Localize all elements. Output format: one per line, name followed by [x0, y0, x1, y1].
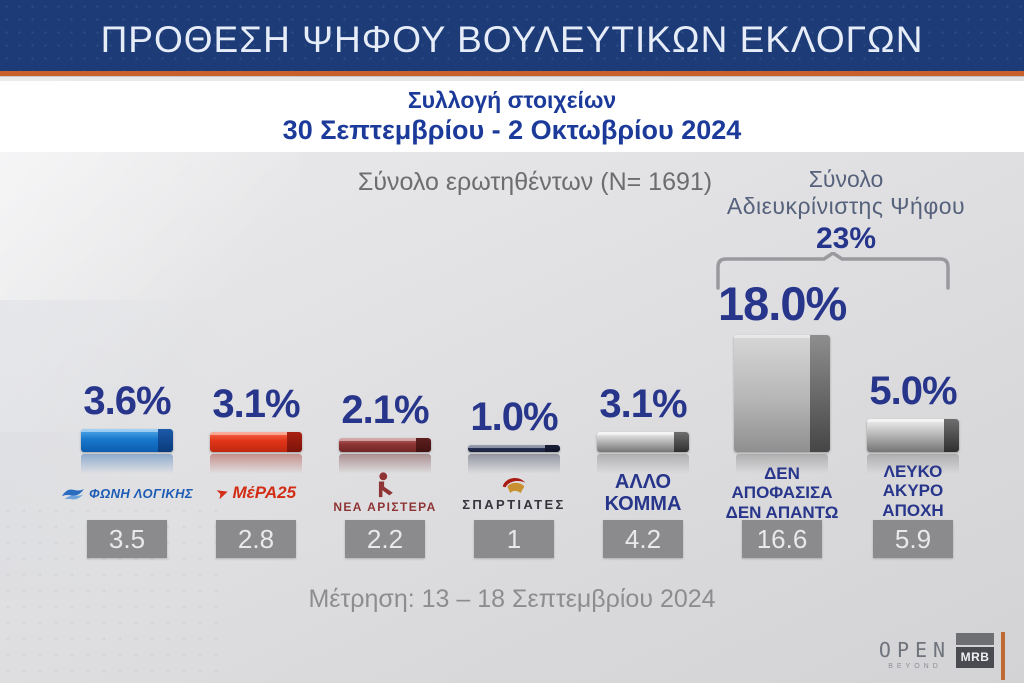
- previous-value-box: 3.5: [87, 520, 167, 558]
- party-label-blank-abstain: ΛΕΥΚΟ ΑΚΥΡΟ ΑΠΟΧΗ: [849, 460, 977, 522]
- subtitle-line2: 30 Σεπτεμβρίου - 2 Οκτωβρίου 2024: [282, 115, 742, 145]
- previous-value-box: 2.2: [345, 520, 425, 558]
- previous-value-box: 16.6: [742, 520, 822, 558]
- mera25-arrow-icon: ➤: [213, 483, 231, 504]
- label-line2: ΔΕΝ ΑΠΑΝΤΩ: [725, 502, 839, 522]
- undecided-label-line1: Σύνολο: [808, 166, 884, 192]
- bar-reflection: [597, 454, 689, 476]
- subtitle-line1: Συλλογή στοιχείων: [407, 87, 617, 113]
- pct-label: 2.1%: [341, 388, 429, 432]
- party-logo-mera25: ➤ ΜέΡΑ25: [192, 468, 320, 518]
- party-logo-nea-aristera: ΝΕΑ ΑΡΙΣΤΕΡΑ: [321, 468, 449, 518]
- party-label-undecided: ΔΕΝ ΑΠΟΦΑΣΙΣΑ ΔΕΝ ΑΠΑΝΤΩ: [718, 464, 846, 521]
- mrb-logo: MRB: [956, 633, 994, 668]
- party-logo-spartiates: ΣΠΑΡΤΙΑΤΕΣ: [450, 468, 578, 518]
- previous-value-box: 5.9: [873, 520, 953, 558]
- pct-label: 3.1%: [599, 382, 687, 426]
- open-logo-subtext: BEYOND: [888, 663, 942, 670]
- party-column-mera25: 3.1% ➤ ΜέΡΑ25 2.8: [192, 160, 320, 560]
- previous-value-box: 1: [474, 520, 554, 558]
- party-name: ΦΩΝΗ ΛΟΓΙΚΗΣ: [88, 485, 194, 501]
- party-name: ΑΛΛΟ ΚΟΜΜΑ: [604, 470, 682, 515]
- header-banner: ΠΡΟΘΕΣΗ ΨΗΦΟΥ ΒΟΥΛΕΥΤΙΚΩΝ ΕΚΛΟΓΩΝ: [0, 0, 1024, 76]
- bar-undecided: [734, 335, 830, 452]
- bar-reflection: [867, 454, 959, 476]
- pct-label: 1.0%: [470, 395, 558, 439]
- foni-logikis-swirl-icon: [61, 488, 85, 499]
- open-tv-logo: OPEN BEYOND: [872, 638, 958, 670]
- undecided-total-value: 23%: [815, 222, 877, 255]
- label-line2: ΑΚΥΡΟ: [882, 481, 944, 501]
- bar-reflection: [339, 454, 431, 476]
- previous-measurement-note: Μέτρηση: 13 – 18 Σεπτεμβρίου 2024: [308, 585, 716, 613]
- bar-reflection: [736, 454, 828, 476]
- bar-nea-aristera: [339, 438, 431, 452]
- party-column-undecided: 18.0% ΔΕΝ ΑΠΟΦΑΣΙΣΑ ΔΕΝ ΑΠΑΝΤΩ 16.6: [718, 160, 847, 560]
- bar-mera25: [210, 432, 302, 452]
- undecided-total-block: Σύνολο Αδιευκρίνιστης Ψήφου 23%: [706, 166, 986, 256]
- nea-aristera-figure-icon: [378, 472, 393, 498]
- background-texture: [0, 152, 300, 432]
- pct-label: 18.0%: [718, 277, 847, 330]
- bar-reflection: [81, 454, 173, 476]
- page-title: ΠΡΟΘΕΣΗ ΨΗΦΟΥ ΒΟΥΛΕΥΤΙΚΩΝ ΕΚΛΟΓΩΝ: [100, 18, 924, 60]
- subtitle-strip: Συλλογή στοιχείων 30 Σεπτεμβρίου - 2 Οκτ…: [0, 81, 1024, 152]
- bar-reflection: [468, 454, 560, 476]
- previous-value-box: 2.8: [216, 520, 296, 558]
- party-column-allo-komma: 3.1% ΑΛΛΟ ΚΟΜΜΑ 4.2: [579, 160, 707, 560]
- party-column-nea-aristera: 2.1% ΝΕΑ ΑΡΙΣΤΕΡΑ 2.2: [321, 160, 449, 560]
- open-logo-text: OPEN: [878, 638, 952, 662]
- sample-size-note: Σύνολο ερωτηθέντων (N= 1691): [357, 168, 713, 196]
- party-column-foni-logikis: 3.6% ΦΩΝΗ ΛΟΓΙΚΗΣ 3.5: [61, 160, 194, 560]
- undecided-label-line2: Αδιευκρίνιστης Ψήφου: [726, 193, 966, 219]
- pct-label: 5.0%: [869, 369, 957, 413]
- party-label-allo-komma: ΑΛΛΟ ΚΟΜΜΑ: [579, 468, 707, 518]
- mrb-logo-text: MRB: [956, 647, 994, 668]
- party-column-blank-abstain: 5.0% ΛΕΥΚΟ ΑΚΥΡΟ ΑΠΟΧΗ 5.9: [849, 160, 977, 560]
- previous-value-box: 4.2: [603, 520, 683, 558]
- undecided-bracket: [716, 252, 950, 290]
- bar-blank-abstain: [867, 419, 959, 452]
- spartiates-helmet-icon: [502, 477, 526, 493]
- mrb-logo-bar: [956, 633, 994, 645]
- bar-allo-komma: [597, 432, 689, 452]
- party-name: ΜέΡΑ25: [232, 483, 297, 502]
- party-column-spartiates: 1.0% ΣΠΑΡΤΙΑΤΕΣ 1: [450, 160, 578, 560]
- bar-reflection: [210, 454, 302, 476]
- label-line1: ΔΕΝ ΑΠΟΦΑΣΙΣΑ: [731, 464, 833, 503]
- bar-foni-logikis: [81, 429, 173, 452]
- label-line1: ΛΕΥΚΟ: [883, 462, 943, 482]
- label-line3: ΑΠΟΧΗ: [882, 500, 944, 520]
- pct-label: 3.1%: [212, 382, 300, 426]
- bar-spartiates: [468, 445, 560, 452]
- orange-accent-line: [1001, 632, 1005, 680]
- party-name: ΝΕΑ ΑΡΙΣΤΕΡΑ: [333, 500, 437, 514]
- party-logo-foni-logikis: ΦΩΝΗ ΛΟΓΙΚΗΣ: [61, 468, 194, 518]
- pct-label: 3.6%: [83, 379, 171, 423]
- party-name: ΣΠΑΡΤΙΑΤΕΣ: [462, 496, 566, 512]
